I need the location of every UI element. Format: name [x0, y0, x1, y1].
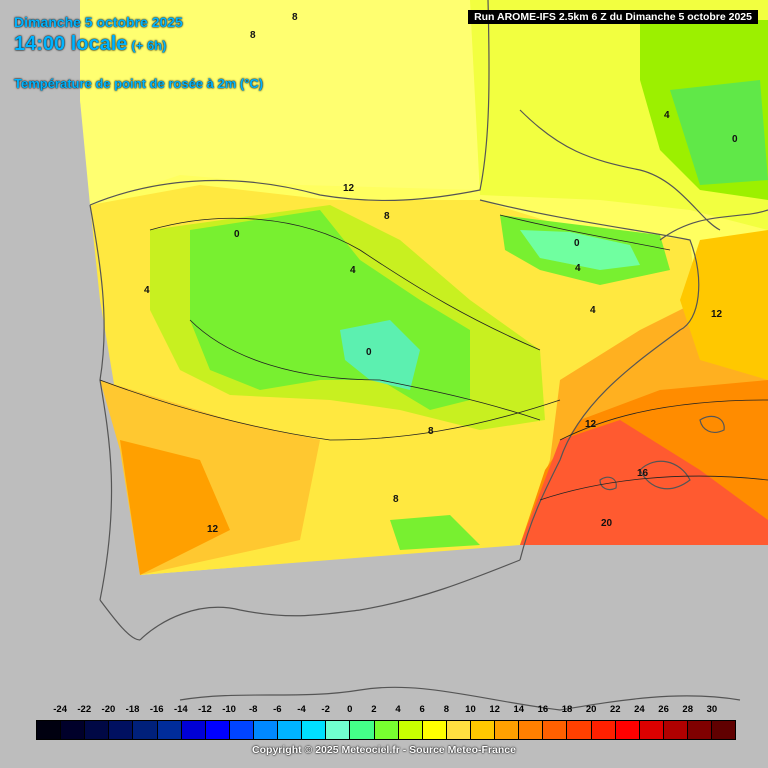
- isoline-label: 16: [637, 468, 649, 479]
- legend-color-bar: [36, 720, 736, 740]
- legend-swatch: [446, 721, 471, 739]
- legend-tick-label: 26: [658, 704, 669, 715]
- legend-tick-label: 16: [537, 704, 549, 715]
- legend-swatch: [61, 721, 86, 739]
- legend-swatch: [374, 721, 399, 739]
- legend-tick-label: -8: [249, 704, 258, 715]
- legend-swatch: [591, 721, 616, 739]
- coastlines: [89, 0, 768, 711]
- legend-swatch: [615, 721, 640, 739]
- legend-tick-label: 2: [371, 704, 377, 715]
- date-title: Dimanche 5 octobre 2025: [14, 14, 183, 30]
- isoline-label: 4: [350, 265, 356, 276]
- isoline-label: 0: [234, 229, 240, 240]
- isoline-label: 4: [575, 263, 581, 274]
- legend-swatch: [687, 721, 713, 739]
- legend-tick-label: 12: [489, 704, 500, 715]
- bay-of-biscay-field: [80, 0, 480, 205]
- legend-tick-label: -18: [125, 704, 140, 715]
- legend-tick-label: -4: [297, 704, 306, 715]
- legend-tick-label: 14: [513, 704, 525, 715]
- med-east-orange: [680, 230, 768, 380]
- legend-tick-label: 28: [682, 704, 694, 715]
- med-red: [520, 420, 768, 545]
- time-title: 14:00 locale (+ 6h): [14, 33, 166, 56]
- copyright-text: Copyright © 2025 Meteociel.fr - Source M…: [252, 744, 516, 756]
- legend-tick-label: 8: [443, 704, 449, 715]
- legend-swatch: [85, 721, 110, 739]
- legend-tick-label: -14: [173, 704, 188, 715]
- isoline-label: 12: [343, 183, 355, 194]
- legend-tick-label: -10: [222, 704, 236, 715]
- color-legend: -24 -22 -20 -18 -16 -14 -12 -10 -8 -6 -4 -2 0 2 4 6 8 10 1…: [36, 704, 736, 742]
- isoline-label: 4: [144, 285, 150, 296]
- legend-swatch: [350, 721, 375, 739]
- isoline-label: 8: [384, 211, 390, 222]
- legend-swatch: [567, 721, 592, 739]
- isoline-label: 8: [393, 494, 399, 505]
- legend-swatch: [519, 721, 544, 739]
- isoline-label: 20: [601, 518, 613, 529]
- legend-tick-label: 18: [561, 704, 573, 715]
- legend-tick-label: 24: [634, 704, 645, 715]
- legend-tick-label: -22: [77, 704, 92, 715]
- legend-tick-label: 0: [347, 704, 353, 715]
- isoline-label: 8: [250, 30, 256, 41]
- legend-tick-label: -24: [53, 704, 67, 715]
- legend-swatch: [37, 721, 62, 739]
- variable-title: Température de point de rosée à 2m (°C): [14, 76, 264, 91]
- legend-tick-label: -6: [273, 704, 282, 715]
- legend-swatch: [398, 721, 423, 739]
- legend-swatch: [205, 721, 230, 739]
- local-time: 14:00 locale: [14, 33, 128, 55]
- isoline-label: 0: [574, 238, 580, 249]
- legend-swatch: [229, 721, 254, 739]
- run-info-banner: Run AROME-IFS 2.5km 6 Z du Dimanche 5 oc…: [468, 10, 758, 24]
- islands: [599, 415, 725, 491]
- isoline-label: 8: [292, 12, 298, 23]
- legend-swatch: [422, 721, 447, 739]
- legend-tick-label: 20: [585, 704, 597, 715]
- legend-swatch: [639, 721, 664, 739]
- legend-swatch: [543, 721, 568, 739]
- legend-tick-label: 6: [419, 704, 425, 715]
- isoline-label: 4: [590, 305, 596, 316]
- legend-swatch: [712, 721, 736, 739]
- legend-tick-label: -12: [198, 704, 212, 715]
- legend-tick-label: -20: [101, 704, 116, 715]
- isoline-label: 12: [207, 524, 219, 535]
- legend-tick-label: 4: [395, 704, 401, 715]
- legend-tick-label: -2: [321, 704, 330, 715]
- legend-swatch: [157, 721, 182, 739]
- legend-swatch: [326, 721, 351, 739]
- isolines: [99, 214, 768, 501]
- legend-swatch: [495, 721, 520, 739]
- isoline-label: 12: [585, 419, 597, 430]
- legend-tick-label: 22: [610, 704, 621, 715]
- isoline-label: 0: [732, 134, 738, 145]
- legend-tick-label: 30: [706, 704, 718, 715]
- isoline-label: 12: [711, 309, 723, 320]
- legend-swatch: [133, 721, 158, 739]
- legend-tick-label: -16: [149, 704, 164, 715]
- legend-swatch: [181, 721, 206, 739]
- legend-swatch: [302, 721, 327, 739]
- legend-swatch: [278, 721, 303, 739]
- legend-ticks: -24 -22 -20 -18 -16 -14 -12 -10 -8 -6 -4 -2 0 2 4 6 8 10 1…: [36, 704, 736, 718]
- legend-swatch: [109, 721, 134, 739]
- legend-swatch: [663, 721, 688, 739]
- sw-deep-orange: [120, 440, 230, 575]
- lead-time: (+ 6h): [131, 38, 167, 53]
- isoline-label: 8: [428, 426, 434, 437]
- central-cyan: [340, 320, 420, 390]
- legend-swatch: [253, 721, 279, 739]
- south-green: [390, 515, 480, 550]
- isoline-label: 4: [664, 110, 670, 121]
- legend-swatch: [470, 721, 496, 739]
- isoline-label: 0: [366, 347, 372, 358]
- pyrenees-cyan: [520, 230, 640, 270]
- france-green-zone-2: [670, 80, 768, 185]
- legend-tick-label: 10: [465, 704, 476, 715]
